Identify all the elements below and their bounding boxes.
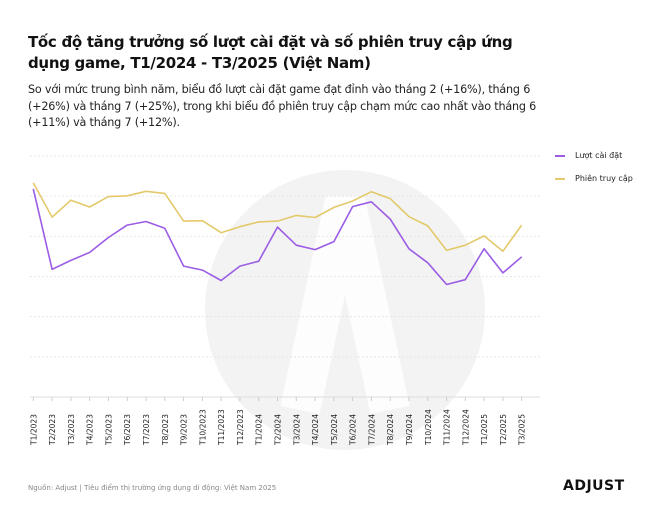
chart-subtitle: So với mức trung bình năm, biểu đồ lượt …	[28, 83, 537, 129]
x-tick-label: T5/2024	[330, 414, 339, 446]
legend-item-installs: Lượt cài đặt	[555, 151, 622, 160]
x-tick-label: T10/2024	[424, 409, 433, 446]
x-tick-label: T10/2023	[198, 409, 207, 446]
x-tick-label: T2/2025	[499, 414, 508, 446]
source-note: Nguồn: Adjust | Tiêu điểm thị trường ứng…	[28, 484, 277, 492]
x-tick-label: T6/2023	[123, 414, 132, 446]
x-tick-label: T7/2024	[367, 414, 376, 446]
legend-label: Lượt cài đặt	[575, 151, 623, 160]
x-tick-label: T5/2023	[104, 414, 113, 446]
x-tick-label: T9/2024	[405, 414, 414, 446]
x-tick-label: T2/2024	[274, 414, 283, 446]
x-tick-label: T8/2024	[386, 414, 395, 446]
x-tick-label: T3/2024	[292, 414, 301, 446]
x-tick-label: T4/2023	[86, 414, 95, 446]
x-tick-label: T8/2023	[161, 414, 170, 446]
x-tick-label: T12/2024	[461, 409, 470, 446]
x-tick-label: T11/2023	[217, 409, 226, 446]
legend-swatch	[555, 154, 565, 157]
watermark	[205, 170, 485, 450]
chart-title: Tốc độ tăng trưởng số lượt cài đặt và số…	[28, 33, 513, 72]
x-tick-label: T2/2023	[48, 414, 57, 446]
x-tick-label: T9/2023	[180, 414, 189, 446]
x-tick-label: T1/2023	[29, 414, 38, 446]
legend-item-sessions: Phiên truy cập	[555, 174, 633, 183]
adjust-logo: ADJUST	[563, 478, 625, 494]
x-tick-label: T1/2024	[255, 414, 264, 446]
legend-swatch	[555, 177, 565, 180]
x-tick-label: T7/2023	[142, 414, 151, 446]
x-tick-label: T1/2025	[480, 414, 489, 446]
x-tick-label: T4/2024	[311, 414, 320, 446]
legend-label: Phiên truy cập	[575, 174, 633, 183]
x-tick-label: T6/2024	[349, 414, 358, 446]
x-tick-label: T3/2023	[67, 414, 76, 446]
x-tick-label: T11/2024	[443, 409, 452, 446]
x-tick-label: T3/2025	[518, 414, 527, 446]
x-tick-label: T12/2023	[236, 409, 245, 446]
